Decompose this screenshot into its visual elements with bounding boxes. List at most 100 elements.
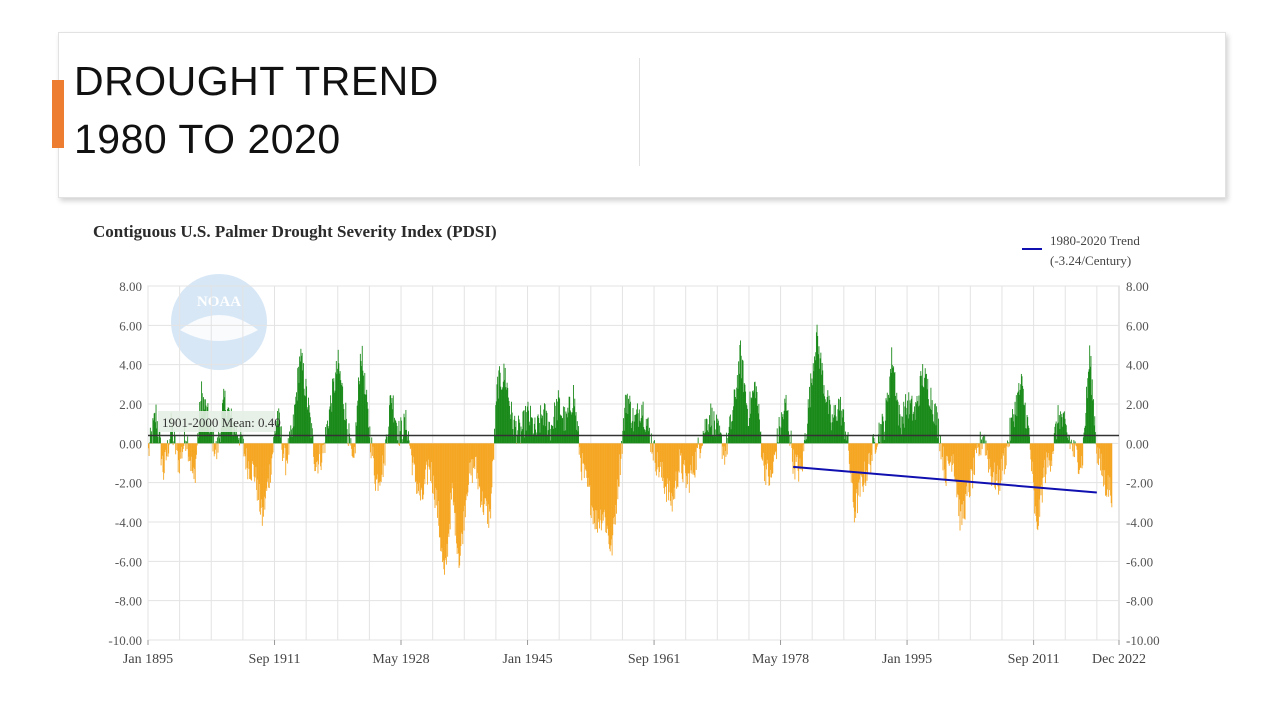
pdsi-bar-negative <box>255 443 257 468</box>
pdsi-bar-positive <box>885 398 887 444</box>
pdsi-bar-negative <box>659 443 661 467</box>
pdsi-bar-negative <box>991 443 993 487</box>
pdsi-bar-negative <box>675 443 677 472</box>
pdsi-bar-negative <box>249 443 251 479</box>
pdsi-bar-positive <box>242 435 244 444</box>
pdsi-bar-positive <box>396 425 398 444</box>
pdsi-bar-positive <box>557 401 559 444</box>
pdsi-bar-positive <box>500 386 502 444</box>
y-tick-label-right: 2.00 <box>1126 397 1149 412</box>
pdsi-bar-negative <box>1048 443 1050 461</box>
pdsi-bar-positive <box>714 429 716 444</box>
pdsi-bar-negative <box>592 443 593 508</box>
pdsi-bar-positive <box>309 412 311 444</box>
pdsi-bar-positive <box>403 413 405 444</box>
pdsi-bar-positive <box>1070 439 1072 444</box>
pdsi-bar-negative <box>258 443 260 485</box>
pdsi-bar-negative <box>178 443 180 461</box>
pdsi-bar-negative <box>287 443 289 464</box>
y-tick-label-right: 0.00 <box>1126 436 1149 451</box>
pdsi-bar-positive <box>916 395 918 444</box>
pdsi-bar-positive <box>838 410 840 444</box>
pdsi-bar-negative <box>869 443 871 466</box>
pdsi-bar-positive <box>529 425 531 444</box>
pdsi-bar-positive <box>815 332 817 444</box>
pdsi-bar-positive <box>838 398 840 444</box>
pdsi-bar-positive <box>716 414 717 444</box>
pdsi-bar-negative <box>163 443 165 474</box>
pdsi-bar-negative <box>1041 443 1043 503</box>
pdsi-bar-positive <box>733 406 735 444</box>
pdsi-bar-positive <box>881 413 883 444</box>
pdsi-bar-negative <box>998 443 1000 495</box>
pdsi-bar-positive <box>886 400 888 444</box>
pdsi-bar-positive <box>933 421 934 444</box>
pdsi-bar-negative <box>967 443 969 482</box>
pdsi-bar-positive <box>363 375 364 444</box>
pdsi-bar-positive <box>345 418 347 444</box>
pdsi-bar-positive <box>543 403 545 444</box>
pdsi-bar-negative <box>699 443 701 459</box>
pdsi-bar-negative <box>1038 443 1040 500</box>
pdsi-bar-negative <box>726 443 728 455</box>
pdsi-bar-negative <box>654 443 656 463</box>
pdsi-bar-positive <box>533 423 535 444</box>
pdsi-bar-positive <box>308 397 309 444</box>
pdsi-bar-positive <box>516 435 518 444</box>
pdsi-bar-positive <box>924 377 926 444</box>
pdsi-bar-negative <box>1000 443 1002 459</box>
pdsi-bar-positive <box>404 417 406 444</box>
pdsi-bar-negative <box>996 443 998 481</box>
pdsi-bar-negative <box>433 443 435 476</box>
pdsi-bar-negative <box>421 443 423 500</box>
pdsi-bar-negative <box>947 443 949 461</box>
pdsi-bar-positive <box>333 378 335 444</box>
pdsi-bar-positive <box>299 361 301 444</box>
pdsi-bar-positive <box>1008 442 1010 444</box>
pdsi-bar-negative <box>420 443 422 490</box>
pdsi-bar-positive <box>337 349 339 444</box>
pdsi-bar-negative <box>1100 443 1102 454</box>
pdsi-bar-positive <box>172 425 173 444</box>
pdsi-bar-positive <box>278 412 280 444</box>
pdsi-bar-negative <box>1079 443 1081 468</box>
pdsi-bar-positive <box>551 425 553 444</box>
y-tick-label-left: 6.00 <box>119 318 142 333</box>
pdsi-bar-negative <box>611 443 612 540</box>
pdsi-bar-negative <box>858 443 860 483</box>
pdsi-bar-positive <box>360 360 362 444</box>
pdsi-bar-negative <box>1048 443 1050 454</box>
pdsi-bar-negative <box>700 443 702 449</box>
pdsi-bar-positive <box>240 434 242 444</box>
pdsi-bar-negative <box>670 443 672 506</box>
pdsi-bar-negative <box>871 443 873 461</box>
pdsi-bar-negative <box>1044 443 1046 484</box>
y-tick-label-right: 8.00 <box>1126 279 1149 294</box>
pdsi-bar-positive <box>735 396 736 444</box>
pdsi-bar-positive <box>712 436 714 444</box>
pdsi-bar-negative <box>679 443 681 450</box>
pdsi-bar-positive <box>749 391 751 444</box>
pdsi-bar-negative <box>1051 443 1053 466</box>
pdsi-bar-positive <box>340 385 342 444</box>
pdsi-bar-positive <box>625 412 627 444</box>
pdsi-bar-negative <box>876 443 877 450</box>
pdsi-bar-positive <box>538 422 540 444</box>
pdsi-bar-positive <box>807 399 809 444</box>
pdsi-bar-positive <box>569 396 571 444</box>
pdsi-bar-negative <box>868 443 870 464</box>
pdsi-bar-negative <box>671 443 673 493</box>
pdsi-bar-positive <box>566 413 568 444</box>
pdsi-bar-negative <box>940 443 942 460</box>
pdsi-bar-positive <box>1065 425 1067 444</box>
pdsi-bar-positive <box>717 418 719 444</box>
pdsi-bar-positive <box>1087 371 1089 444</box>
pdsi-bar-positive <box>511 412 513 444</box>
pdsi-bar-negative <box>1043 443 1045 477</box>
pdsi-bar-positive <box>1055 423 1056 444</box>
pdsi-bar-positive <box>550 424 552 444</box>
pdsi-bar-positive <box>751 398 753 444</box>
pdsi-bar-negative <box>316 443 318 463</box>
pdsi-bar-positive <box>310 438 312 444</box>
pdsi-bar-negative <box>596 443 598 511</box>
